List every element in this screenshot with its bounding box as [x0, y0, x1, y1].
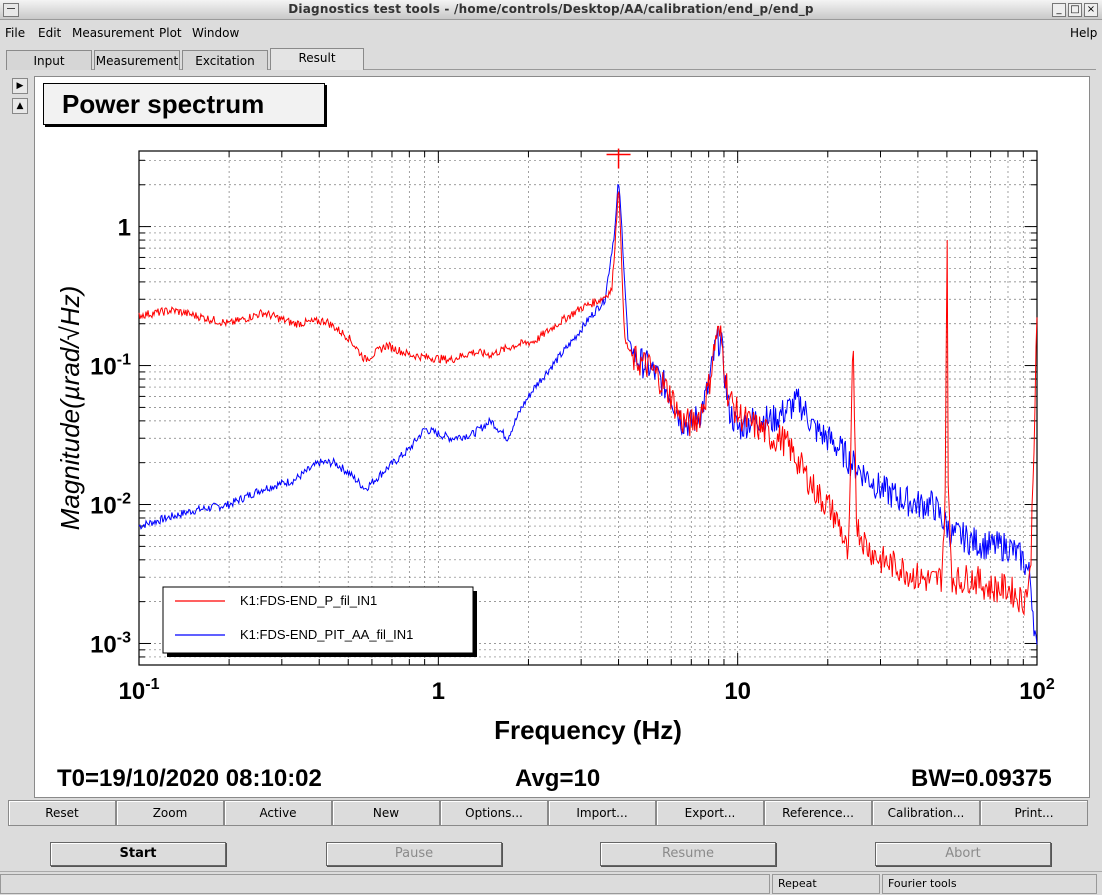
avg-readout: Avg=10 — [515, 765, 601, 792]
tab-excitation[interactable]: Excitation — [182, 50, 268, 70]
y-tick-labels: 1 10-1 10-2 10-3 — [90, 215, 131, 659]
pause-button[interactable]: Pause — [326, 842, 502, 866]
menu-plot[interactable]: Plot — [159, 26, 182, 40]
x-tick-labels: 10-1 1 10 102 — [119, 676, 1055, 705]
series-line-1 — [138, 183, 1038, 645]
x-tick-label: 10 — [724, 678, 751, 705]
menu-bar: File Edit Measurement Plot Window Help — [0, 21, 1102, 45]
legend: K1:FDS-END_P_fil_IN1 K1:FDS-END_PIT_AA_f… — [162, 586, 477, 657]
series-line-0 — [138, 191, 1038, 617]
tab-input[interactable]: Input — [6, 50, 92, 70]
active-button[interactable]: Active — [224, 800, 332, 826]
y-axis-label: Magnitude(µrad/√Hz) — [55, 286, 85, 531]
reset-button[interactable]: Reset — [8, 800, 116, 826]
window-title: Diagnostics test tools - /home/controls/… — [288, 2, 814, 16]
plot-panel: Power spectrum 10-1 1 10 102 1 10-1 10-2 10-3 … — [34, 76, 1090, 798]
menu-window[interactable]: Window — [192, 26, 240, 40]
panel-arrow-right-icon[interactable]: ▶ — [12, 78, 28, 94]
import-button[interactable]: Import... — [548, 800, 656, 826]
panel-arrow-up-icon[interactable]: ▲ — [12, 98, 28, 114]
plot-frame — [138, 150, 1038, 666]
menu-help[interactable]: Help — [1070, 26, 1098, 40]
tab-measurement[interactable]: Measurement — [94, 50, 180, 70]
tab-result[interactable]: Result — [270, 48, 364, 70]
status-bar: Repeat Fourier tools — [0, 871, 1102, 895]
start-button[interactable]: Start — [50, 842, 226, 866]
print-button[interactable]: Print... — [980, 800, 1088, 826]
power-spectrum-chart[interactable]: 10-1 1 10 102 110-110-210-3 Frequency (Hz) … — [35, 77, 1089, 757]
options-button[interactable]: Options... — [440, 800, 548, 826]
y-tick-label: 1 — [118, 215, 131, 242]
plot-toolbar: Reset Zoom Active New Options... Import.… — [8, 800, 1090, 826]
bw-readout: BW=0.09375 — [911, 765, 1052, 792]
y-tick-label: 10-2 — [90, 491, 131, 520]
new-button[interactable]: New — [332, 800, 440, 826]
legend-label-0: K1:FDS-END_P_fil_IN1 — [240, 593, 377, 608]
menu-edit[interactable]: Edit — [38, 26, 62, 40]
x-axis-label: Frequency (Hz) — [494, 715, 682, 745]
status-fourier-tools: Fourier tools — [882, 874, 1097, 894]
calibration-button[interactable]: Calibration... — [872, 800, 980, 826]
maximize-icon[interactable]: □ — [1068, 3, 1082, 17]
legend-label-1: K1:FDS-END_PIT_AA_fil_IN1 — [240, 627, 413, 642]
series-lines — [138, 183, 1038, 645]
zoom-button[interactable]: Zoom — [116, 800, 224, 826]
plot-title: Power spectrum — [43, 83, 325, 125]
menu-file[interactable]: File — [5, 26, 26, 40]
export-button[interactable]: Export... — [656, 800, 764, 826]
reference-button[interactable]: Reference... — [764, 800, 872, 826]
status-cell-main — [0, 874, 770, 894]
x-tick-label: 1 — [432, 678, 445, 705]
tab-bar: Input Measurement Excitation Result — [6, 48, 1096, 70]
window-titlebar: Diagnostics test tools - /home/controls/… — [0, 0, 1102, 20]
y-tick-label: 10-3 — [90, 629, 131, 658]
peak-marker — [606, 148, 631, 169]
t0-readout: T0=19/10/2020 08:10:02 — [57, 765, 322, 792]
menu-measurement[interactable]: Measurement — [72, 26, 155, 40]
x-tick-label: 102 — [1019, 676, 1055, 705]
close-icon[interactable]: × — [1084, 3, 1098, 17]
x-tick-label: 10-1 — [119, 676, 160, 705]
minimize-icon[interactable]: _ — [1052, 3, 1066, 17]
resume-button[interactable]: Resume — [600, 842, 776, 866]
status-repeat: Repeat — [772, 874, 880, 894]
window-menu-icon[interactable] — [3, 3, 19, 17]
y-tick-label: 10-1 — [90, 352, 131, 381]
abort-button[interactable]: Abort — [875, 842, 1051, 866]
axis-ticks — [138, 151, 1037, 666]
